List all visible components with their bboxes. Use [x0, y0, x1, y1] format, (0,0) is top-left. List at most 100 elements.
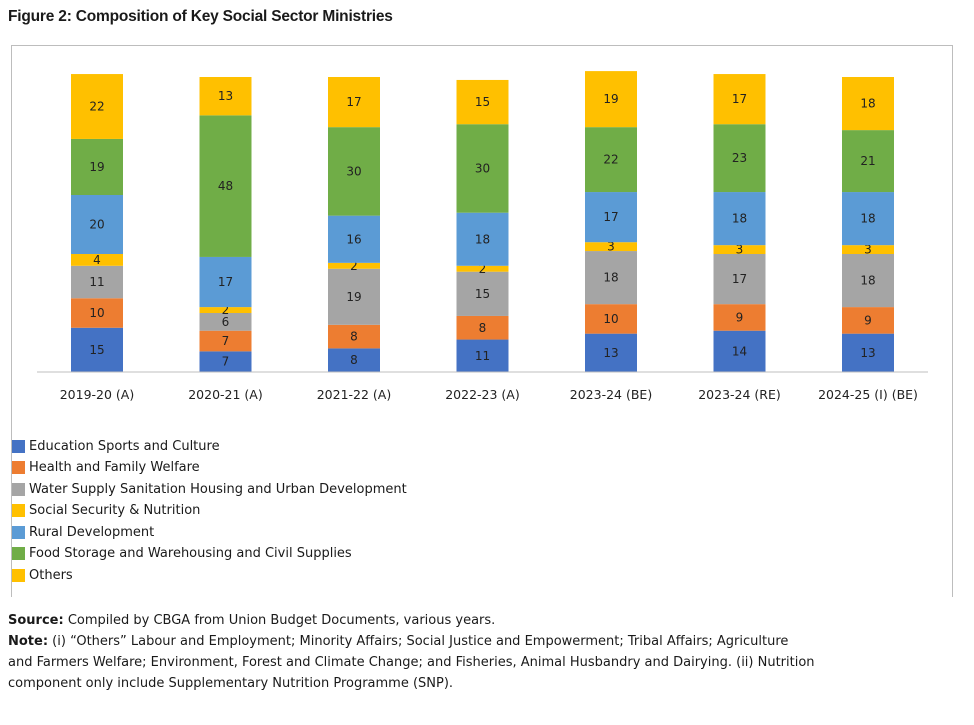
- bar-segment: [713, 254, 766, 305]
- bar-segment: [842, 130, 894, 193]
- data-label: 4: [93, 253, 101, 267]
- data-label: 19: [89, 160, 104, 174]
- x-tick-label: 2019-20 (A): [60, 387, 135, 402]
- bar-segment: [71, 138, 123, 195]
- bar-segment: [328, 348, 380, 372]
- data-label: 8: [479, 321, 487, 335]
- bar-segment: [71, 265, 123, 299]
- bar-segment: [713, 124, 766, 193]
- bar-segment: [585, 71, 637, 128]
- bar-segment: [328, 77, 380, 128]
- note-label: Note:: [8, 634, 49, 649]
- bar-segment: [713, 330, 766, 372]
- legend-item: Health and Family Welfare: [12, 458, 200, 478]
- source-label: Source:: [8, 613, 64, 628]
- legend-item: Social Security & Nutrition: [12, 501, 200, 521]
- bar-segment: [199, 351, 252, 372]
- data-label: 10: [89, 306, 104, 320]
- legend-swatch: [12, 504, 25, 517]
- legend-item: Food Storage and Warehousing and Civil S…: [12, 544, 352, 564]
- bar-segment: [71, 298, 123, 328]
- bar-segment: [842, 192, 894, 246]
- data-label: 6: [222, 315, 230, 329]
- x-tick-label: 2021-22 (A): [317, 387, 392, 402]
- legend-swatch: [12, 439, 25, 453]
- data-label: 18: [475, 232, 490, 246]
- legend-label: Water Supply Sanitation Housing and Urba…: [29, 481, 407, 497]
- legend-item: Education Sports and Culture: [12, 436, 220, 456]
- data-label: 21: [860, 154, 875, 168]
- bar-segment: [199, 313, 252, 331]
- figure-title: Figure 2: Composition of Key Social Sect…: [8, 8, 393, 25]
- x-tick-label: 2020-21 (A): [188, 387, 263, 402]
- source-line: Source: Compiled by CBGA from Union Budg…: [8, 610, 948, 631]
- data-label: 18: [732, 212, 747, 226]
- legend-label: Health and Family Welfare: [29, 460, 200, 475]
- legend-swatch: [12, 482, 25, 496]
- bar-segment: [71, 254, 123, 266]
- data-label: 17: [218, 275, 233, 289]
- legend-label: Others: [29, 567, 73, 583]
- data-label: 30: [475, 161, 490, 175]
- data-label: 17: [346, 95, 361, 109]
- bar-segment: [713, 245, 766, 254]
- data-label: 19: [346, 290, 361, 304]
- bar-segment: [713, 304, 766, 331]
- data-label: 30: [346, 164, 361, 178]
- bar-segment: [456, 339, 509, 372]
- bar-segment: [842, 77, 894, 131]
- data-label: 17: [732, 92, 747, 106]
- bar-segment: [328, 324, 380, 349]
- x-tick-label: 2023-24 (RE): [698, 387, 781, 402]
- data-label: 8: [350, 353, 358, 367]
- legend-swatch: [12, 568, 25, 582]
- data-label: 17: [603, 210, 618, 224]
- bar-segment: [842, 307, 894, 334]
- x-tick-label: 2023-24 (BE): [570, 387, 652, 402]
- note-line-3: component only include Supplementary Nut…: [8, 676, 454, 691]
- legend-item: Rural Development: [12, 522, 154, 542]
- data-label: 18: [860, 212, 875, 226]
- bar-segment: [71, 327, 123, 372]
- bar-segment: [585, 242, 637, 252]
- legend-swatch: [12, 525, 25, 539]
- data-label: 7: [222, 355, 230, 369]
- bar-segment: [328, 268, 380, 325]
- data-label: 17: [732, 272, 747, 286]
- bar-segment: [328, 127, 380, 216]
- legend-label: Social Security & Nutrition: [29, 503, 201, 518]
- bar-segment: [199, 115, 252, 257]
- legend-swatch: [12, 461, 25, 474]
- bar-segment: [585, 127, 637, 193]
- data-label: 15: [89, 343, 104, 357]
- data-label: 10: [603, 312, 618, 326]
- legend-label: Education Sports and Culture: [29, 438, 220, 454]
- data-label: 18: [860, 274, 875, 288]
- data-label: 13: [218, 89, 233, 103]
- data-label: 3: [607, 240, 615, 254]
- data-label: 2: [479, 262, 487, 276]
- data-label: 9: [864, 313, 872, 327]
- bar-segment: [585, 251, 637, 305]
- data-label: 2: [222, 303, 230, 317]
- bar-segment: [456, 315, 509, 340]
- data-label: 15: [475, 95, 490, 109]
- bar-segment: [842, 254, 894, 308]
- data-label: 18: [603, 271, 618, 285]
- data-label: 14: [732, 344, 747, 358]
- note-text-1: (i) “Others” Labour and Employment; Mino…: [48, 634, 789, 649]
- data-label: 7: [222, 334, 230, 348]
- bar-segment: [713, 192, 766, 246]
- bar-segment: [713, 74, 766, 125]
- bar-segment: [585, 192, 637, 243]
- bar-segment: [456, 265, 509, 272]
- data-label: 48: [218, 179, 233, 193]
- bar-segment: [842, 333, 894, 372]
- figure-notes: Source: Compiled by CBGA from Union Budg…: [8, 610, 948, 694]
- note-line-2: and Farmers Welfare; Environment, Forest…: [8, 655, 815, 670]
- data-label: 13: [860, 346, 875, 360]
- bar-segment: [71, 195, 123, 254]
- bar-segment: [199, 307, 252, 313]
- bar-segment: [71, 74, 123, 139]
- bar-segment: [585, 333, 637, 372]
